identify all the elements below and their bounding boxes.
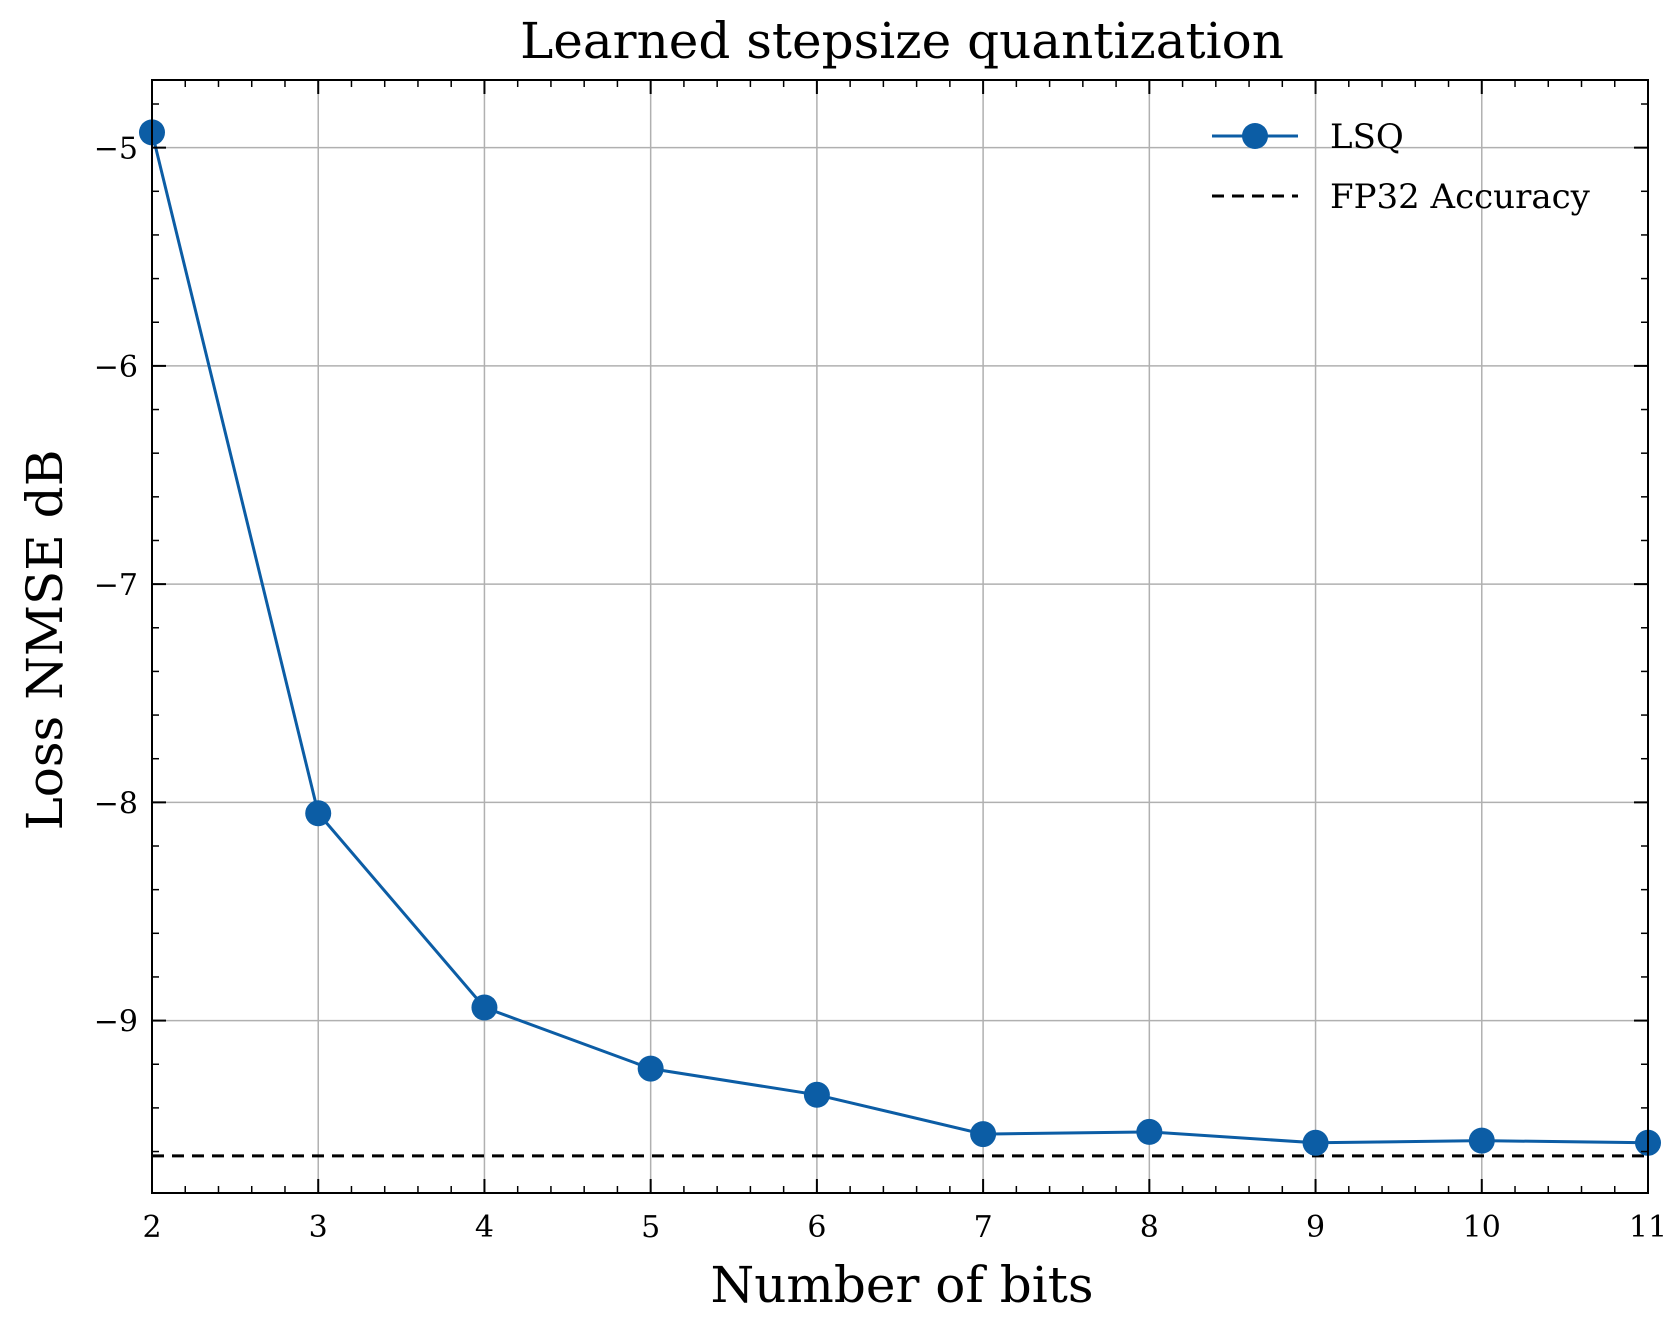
lsq-point [471, 994, 498, 1021]
x-tick-label: 11 [1629, 1210, 1667, 1245]
y-axis-label: Loss NMSE dB [16, 450, 74, 831]
x-tick-label: 10 [1463, 1210, 1501, 1245]
x-tick-label: 7 [974, 1210, 993, 1245]
lsq-point [1468, 1127, 1495, 1154]
ticks [151, 80, 1649, 1193]
x-tick-label: 8 [1140, 1210, 1159, 1245]
series-group [139, 119, 1661, 1156]
legend-label-fp32: FP32 Accuracy [1330, 177, 1591, 217]
x-tick-label: 6 [807, 1210, 826, 1245]
y-tick-label: −9 [94, 1005, 138, 1040]
tick-labels: 2 3 4 5 6 7 8 9 10 11 −5 −6 −7 −8 −9 [94, 132, 1667, 1245]
x-tick-label: 9 [1306, 1210, 1325, 1245]
plot-frame [151, 79, 1649, 1194]
legend-marker-lsq [1242, 123, 1268, 149]
legend-label-lsq: LSQ [1330, 117, 1404, 157]
x-tick-label: 5 [641, 1210, 660, 1245]
y-tick-label: −5 [94, 132, 138, 167]
lsq-point [1302, 1129, 1329, 1156]
x-axis-label: Number of bits [710, 1256, 1093, 1314]
y-tick-label: −8 [94, 786, 138, 821]
chart-title: Learned stepsize quantization [520, 12, 1284, 70]
lsq-line [150, 132, 1649, 1145]
x-tick-label: 3 [309, 1210, 328, 1245]
x-tick-label: 2 [142, 1210, 161, 1245]
lsq-point [970, 1121, 997, 1148]
lsq-point [305, 800, 332, 827]
x-tick-label: 4 [475, 1210, 494, 1245]
y-tick-label: −6 [94, 350, 138, 385]
legend: LSQ FP32 Accuracy [1212, 117, 1591, 217]
lsq-point [803, 1081, 830, 1108]
lsq-point [1136, 1118, 1163, 1145]
y-tick-label: −7 [94, 568, 138, 603]
lsq-point [637, 1055, 664, 1082]
